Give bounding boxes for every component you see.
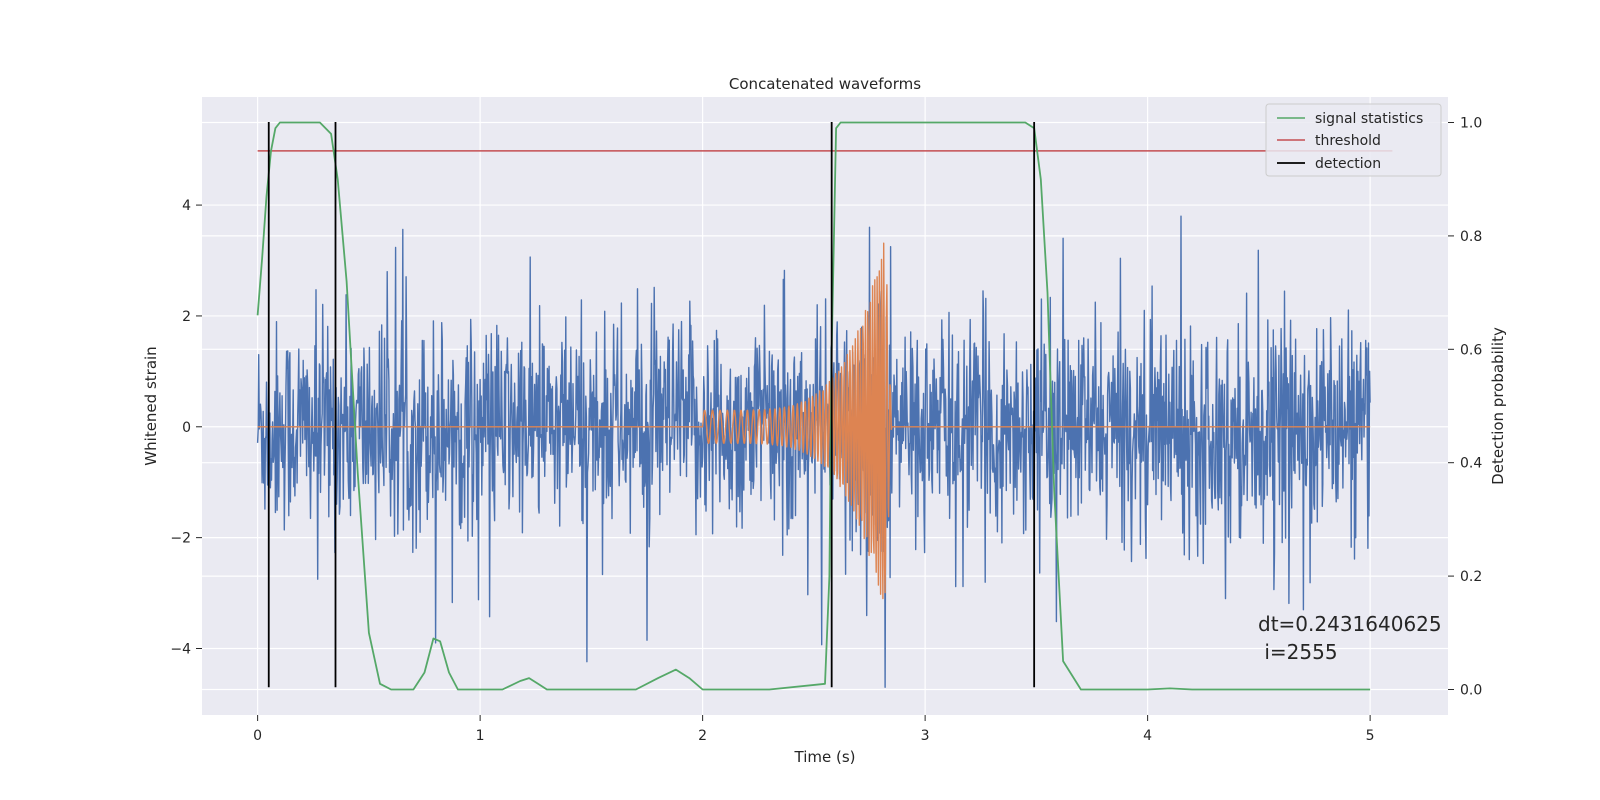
y2-tick-label: 0.2 <box>1460 569 1482 585</box>
data-layer <box>256 121 1393 691</box>
legend-box <box>1265 103 1442 177</box>
x-tick-label: 3 <box>921 728 930 744</box>
legend: signal statistics threshold detection <box>1265 103 1442 177</box>
y-axis-label: Whitened strain <box>142 346 160 465</box>
x-tick-label: 4 <box>1143 728 1152 744</box>
y2-tick-label: 0.4 <box>1460 456 1482 472</box>
chart-title: Concatenated waveforms <box>729 75 921 93</box>
i-annotation: i=2555 <box>1258 640 1338 664</box>
legend-threshold-label: threshold <box>1315 133 1381 149</box>
legend-signal-statistics-label: signal statistics <box>1315 111 1423 127</box>
y2-tick-label: 0.8 <box>1460 229 1482 245</box>
x-axis-label: Time (s) <box>794 748 856 766</box>
signal-statistics-line <box>256 121 1371 691</box>
x-tick-label: 1 <box>476 728 485 744</box>
y-tick-label: −4 <box>170 641 191 657</box>
dt-annotation: dt=0.2431640625 <box>1258 612 1442 636</box>
y2-tick-label: 0.6 <box>1460 342 1482 358</box>
y-tick-label: 2 <box>182 309 191 325</box>
y-tick-label: 0 <box>182 420 191 436</box>
y2-tick-label: 1.0 <box>1460 116 1482 132</box>
y2-tick-label: 0.0 <box>1460 682 1482 698</box>
x-tick-label: 0 <box>253 728 262 744</box>
y-tick-label: −2 <box>170 531 191 547</box>
axis-ticks: 0 1 2 3 4 5 −4 −2 0 2 4 0.0 0.2 0.4 0.6 0.8 1.0 <box>170 116 1482 744</box>
y-tick-label: 4 <box>182 198 191 214</box>
template-waveform-line <box>257 242 1371 600</box>
legend-detection-label: detection <box>1315 156 1381 172</box>
y2-axis-label: Detection probability <box>1489 327 1507 485</box>
x-tick-label: 5 <box>1366 728 1375 744</box>
x-tick-label: 2 <box>698 728 707 744</box>
